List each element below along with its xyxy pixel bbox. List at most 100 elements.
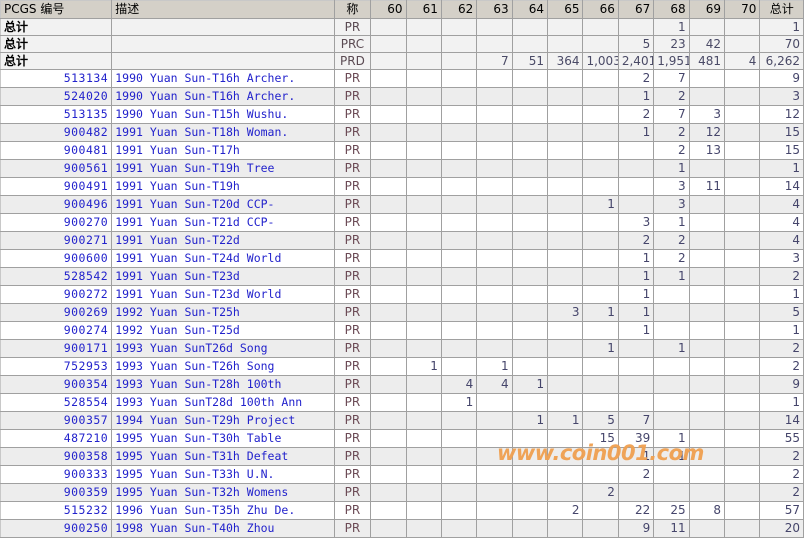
row-total: 57 bbox=[759, 501, 804, 520]
table-row[interactable]: 900270 1991 Yuan Sun-T21d CCP- PR 3 1 4 bbox=[0, 213, 804, 232]
row-description[interactable]: 1995 Yuan Sun-T31h Defeat bbox=[111, 447, 335, 466]
row-description[interactable]: 1995 Yuan Sun-T32h Womens bbox=[111, 483, 335, 502]
row-pcgs-number[interactable]: 513134 bbox=[0, 69, 113, 88]
table-row[interactable]: 900272 1991 Yuan Sun-T23d World PR 1 1 bbox=[0, 285, 804, 304]
column-header-grade-61[interactable]: 61 bbox=[405, 0, 442, 19]
row-description[interactable]: 1992 Yuan Sun-T25d bbox=[111, 321, 335, 340]
table-row[interactable]: 900496 1991 Yuan Sun-T20d CCP- PR 1 3 4 bbox=[0, 195, 804, 214]
row-pcgs-number[interactable]: 900271 bbox=[0, 231, 113, 250]
row-pcgs-number[interactable]: 900274 bbox=[0, 321, 113, 340]
row-pcgs-number[interactable]: 900600 bbox=[0, 249, 113, 268]
row-pcgs-number[interactable]: 524020 bbox=[0, 87, 113, 106]
row-description[interactable]: 1991 Yuan Sun-T19h Tree bbox=[111, 159, 335, 178]
table-row[interactable]: 900357 1994 Yuan Sun-T29h Project PR 1 1 5 7 14 bbox=[0, 411, 804, 430]
row-pcgs-number[interactable]: 900272 bbox=[0, 285, 113, 304]
column-header-grade-66[interactable]: 66 bbox=[582, 0, 619, 19]
row-grade-61-count: 1 bbox=[405, 357, 442, 376]
table-row[interactable]: 900600 1991 Yuan Sun-T24d World PR 1 2 3 bbox=[0, 249, 804, 268]
row-pcgs-number[interactable]: 900171 bbox=[0, 339, 113, 358]
column-header-grade-70[interactable]: 70 bbox=[724, 0, 761, 19]
row-pcgs-number[interactable]: 900269 bbox=[0, 303, 113, 322]
column-header-grade-60[interactable]: 60 bbox=[370, 0, 407, 19]
table-row[interactable]: 524020 1990 Yuan Sun-T16h Archer. PR 1 2 3 bbox=[0, 87, 804, 106]
row-description[interactable]: 1991 Yuan Sun-T18h Woman. bbox=[111, 123, 335, 142]
column-header-id[interactable]: PCGS 编号 bbox=[0, 0, 113, 19]
table-row[interactable]: 900269 1992 Yuan Sun-T25h PR 3 1 1 5 bbox=[0, 303, 804, 322]
column-header-grade-67[interactable]: 67 bbox=[617, 0, 655, 19]
table-row[interactable]: 900561 1991 Yuan Sun-T19h Tree PR 1 1 bbox=[0, 159, 804, 178]
table-row[interactable]: 528542 1991 Yuan Sun-T23d PR 1 1 2 bbox=[0, 267, 804, 286]
row-description[interactable]: 1995 Yuan Sun-T33h U.N. bbox=[111, 465, 335, 484]
table-row[interactable]: 900354 1993 Yuan Sun-T28h 100th PR 4 4 1 9 bbox=[0, 375, 804, 394]
table-row[interactable]: 528554 1993 Yuan SunT28d 100th Ann PR 1 1 bbox=[0, 393, 804, 412]
row-pcgs-number[interactable]: 528554 bbox=[0, 393, 113, 412]
row-description[interactable]: 1991 Yuan Sun-T24d World bbox=[111, 249, 335, 268]
table-row[interactable]: 900333 1995 Yuan Sun-T33h U.N. PR 2 2 bbox=[0, 465, 804, 484]
row-grade-64-count bbox=[511, 483, 549, 502]
row-grade-64-count bbox=[511, 195, 549, 214]
table-row[interactable]: 900481 1991 Yuan Sun-T17h PR 2 13 15 bbox=[0, 141, 804, 160]
row-pcgs-number[interactable]: 900482 bbox=[0, 123, 113, 142]
row-pcgs-number[interactable]: 900354 bbox=[0, 375, 113, 394]
row-description[interactable]: 1991 Yuan Sun-T23d World bbox=[111, 285, 335, 304]
row-pcgs-number[interactable]: 900491 bbox=[0, 177, 113, 196]
row-description[interactable]: 1991 Yuan Sun-T23d bbox=[111, 267, 335, 286]
column-header-grade-64[interactable]: 64 bbox=[511, 0, 549, 19]
column-header-grade-69[interactable]: 69 bbox=[688, 0, 726, 19]
column-header-grade-68[interactable]: 68 bbox=[653, 0, 690, 19]
table-row[interactable]: 487210 1995 Yuan Sun-T30h Table PR 15 39 1 55 bbox=[0, 429, 804, 448]
row-description[interactable]: 1991 Yuan Sun-T20d CCP- bbox=[111, 195, 335, 214]
row-description[interactable]: 1992 Yuan Sun-T25h bbox=[111, 303, 335, 322]
table-row[interactable]: 900491 1991 Yuan Sun-T19h PR 3 11 14 bbox=[0, 177, 804, 196]
row-description[interactable]: 1991 Yuan Sun-T22d bbox=[111, 231, 335, 250]
row-pcgs-number[interactable]: 900270 bbox=[0, 213, 113, 232]
row-pcgs-number[interactable]: 900358 bbox=[0, 447, 113, 466]
row-description[interactable]: 1993 Yuan Sun-T28h 100th bbox=[111, 375, 335, 394]
table-row[interactable]: 513135 1990 Yuan Sun-T15h Wushu. PR 2 7 3 12 bbox=[0, 105, 804, 124]
row-pcgs-number[interactable]: 900481 bbox=[0, 141, 113, 160]
row-description[interactable]: 1994 Yuan Sun-T29h Project bbox=[111, 411, 335, 430]
row-pcgs-number[interactable]: 528542 bbox=[0, 267, 113, 286]
column-header-grade-65[interactable]: 65 bbox=[547, 0, 584, 19]
table-row[interactable]: 900358 1995 Yuan Sun-T31h Defeat PR 1 1 2 bbox=[0, 447, 804, 466]
row-description[interactable]: 1991 Yuan Sun-T21d CCP- bbox=[111, 213, 335, 232]
row-pcgs-number[interactable]: 900359 bbox=[0, 483, 113, 502]
table-row[interactable]: 900171 1993 Yuan SunT26d Song PR 1 1 2 bbox=[0, 339, 804, 358]
row-pcgs-number[interactable]: 900333 bbox=[0, 465, 113, 484]
row-description[interactable]: 1993 Yuan SunT28d 100th Ann bbox=[111, 393, 335, 412]
row-description[interactable]: 1993 Yuan Sun-T26h Song bbox=[111, 357, 335, 376]
row-pcgs-number[interactable]: 900561 bbox=[0, 159, 113, 178]
column-header-grade-62[interactable]: 62 bbox=[440, 0, 478, 19]
row-grade-66-count bbox=[582, 231, 619, 250]
row-description[interactable]: 1995 Yuan Sun-T30h Table bbox=[111, 429, 335, 448]
table-row[interactable]: 900271 1991 Yuan Sun-T22d PR 2 2 4 bbox=[0, 231, 804, 250]
row-description[interactable]: 1993 Yuan SunT26d Song bbox=[111, 339, 335, 358]
column-header-total[interactable]: 总计 bbox=[759, 0, 804, 19]
row-description[interactable]: 1991 Yuan Sun-T17h bbox=[111, 141, 335, 160]
row-pcgs-number[interactable]: 515232 bbox=[0, 501, 113, 520]
row-grade-60-count bbox=[370, 303, 407, 322]
column-header-description[interactable]: 描述 bbox=[111, 0, 335, 19]
row-description[interactable]: 1990 Yuan Sun-T15h Wushu. bbox=[111, 105, 335, 124]
row-pcgs-number[interactable]: 900357 bbox=[0, 411, 113, 430]
row-description[interactable]: 1998 Yuan Sun-T40h Zhou bbox=[111, 519, 335, 538]
table-row[interactable]: 752953 1993 Yuan Sun-T26h Song PR 1 1 2 bbox=[0, 357, 804, 376]
row-grade-69-count: 3 bbox=[688, 105, 726, 124]
row-pcgs-number[interactable]: 487210 bbox=[0, 429, 113, 448]
row-description[interactable]: 1991 Yuan Sun-T19h bbox=[111, 177, 335, 196]
column-header-grade-63[interactable]: 63 bbox=[476, 0, 513, 19]
table-row[interactable]: 900250 1998 Yuan Sun-T40h Zhou PR 9 11 20 bbox=[0, 519, 804, 538]
row-description[interactable]: 1990 Yuan Sun-T16h Archer. bbox=[111, 87, 335, 106]
table-row[interactable]: 515232 1996 Yuan Sun-T35h Zhu De. PR 2 22 25 8… bbox=[0, 501, 804, 520]
row-pcgs-number[interactable]: 900250 bbox=[0, 519, 113, 538]
row-pcgs-number[interactable]: 513135 bbox=[0, 105, 113, 124]
table-row[interactable]: 900359 1995 Yuan Sun-T32h Womens PR 2 2 bbox=[0, 483, 804, 502]
row-pcgs-number[interactable]: 752953 bbox=[0, 357, 113, 376]
row-description[interactable]: 1990 Yuan Sun-T16h Archer. bbox=[111, 69, 335, 88]
row-description[interactable]: 1996 Yuan Sun-T35h Zhu De. bbox=[111, 501, 335, 520]
table-row[interactable]: 900482 1991 Yuan Sun-T18h Woman. PR 1 2 12 15 bbox=[0, 123, 804, 142]
table-row[interactable]: 513134 1990 Yuan Sun-T16h Archer. PR 2 7 9 bbox=[0, 69, 804, 88]
table-row[interactable]: 900274 1992 Yuan Sun-T25d PR 1 1 bbox=[0, 321, 804, 340]
row-pcgs-number[interactable]: 900496 bbox=[0, 195, 113, 214]
column-header-grade-name[interactable]: 称 bbox=[333, 0, 372, 19]
